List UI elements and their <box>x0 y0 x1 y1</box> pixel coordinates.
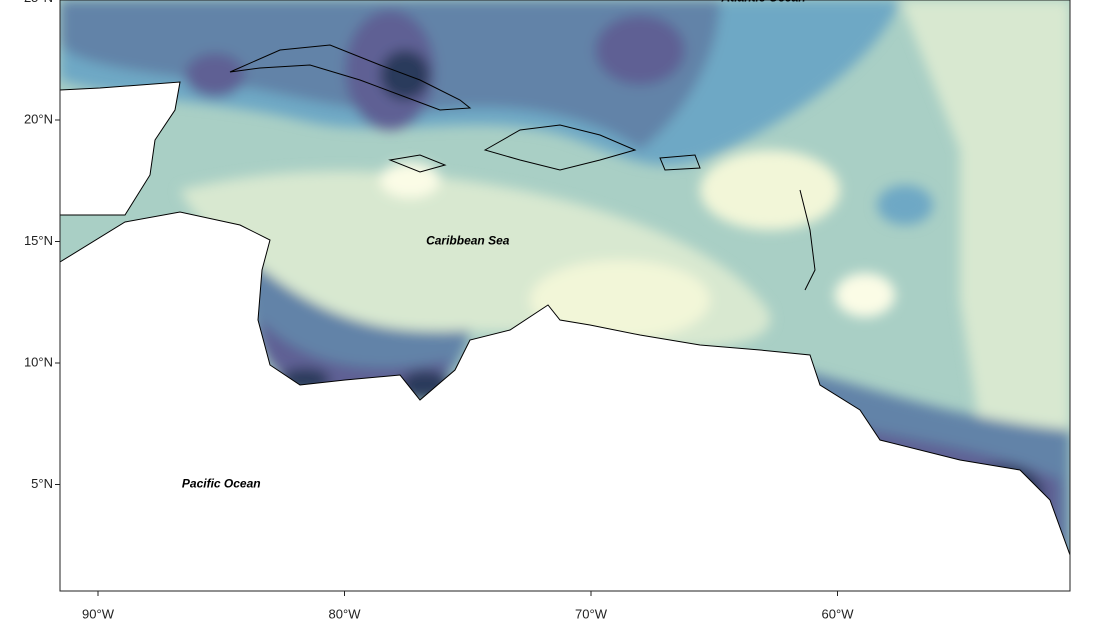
land-mainland <box>60 211 1070 591</box>
ocean-label: Pacific Ocean <box>182 477 261 491</box>
y-tick-label: 25°N <box>24 0 53 5</box>
ocean-label: Caribbean Sea <box>426 234 510 248</box>
land-yucatan <box>60 81 181 216</box>
island-antilles <box>799 189 816 291</box>
island-puertorico <box>659 154 701 171</box>
island-cuba <box>229 44 472 111</box>
x-tick-label: 70°W <box>575 606 608 621</box>
y-tick-label: 10°N <box>24 354 53 369</box>
x-tick-label: 90°W <box>82 606 115 621</box>
plot-frame <box>59 0 1071 592</box>
island-hispaniola <box>483 124 637 171</box>
contour-bands <box>60 0 1070 591</box>
x-tick-label: 80°W <box>329 606 362 621</box>
x-tick-label: 60°W <box>822 606 855 621</box>
y-tick-label: 5°N <box>31 476 53 491</box>
ocean-label: Atlantic Ocean <box>721 0 806 5</box>
y-tick-label: 20°N <box>24 111 53 126</box>
island-jamaica <box>388 154 447 173</box>
contour-field <box>60 0 1070 591</box>
y-tick-label: 15°N <box>24 233 53 248</box>
